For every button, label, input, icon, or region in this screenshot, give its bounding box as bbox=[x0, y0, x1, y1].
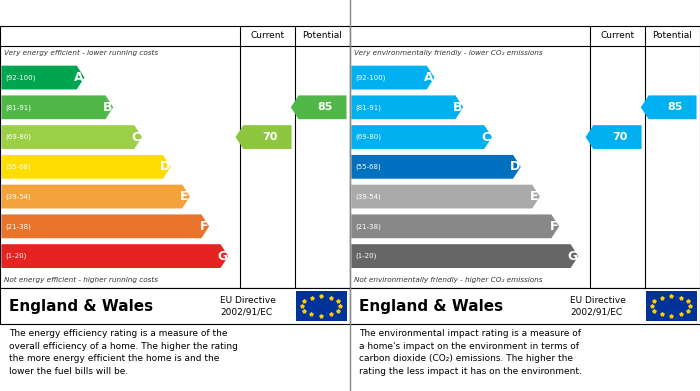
Text: Not energy efficient - higher running costs: Not energy efficient - higher running co… bbox=[4, 276, 158, 283]
FancyBboxPatch shape bbox=[645, 291, 696, 321]
Text: (39-54): (39-54) bbox=[356, 193, 382, 200]
Text: Very energy efficient - lower running costs: Very energy efficient - lower running co… bbox=[4, 50, 158, 56]
Polygon shape bbox=[351, 95, 463, 119]
Polygon shape bbox=[1, 155, 171, 179]
Text: (55-68): (55-68) bbox=[356, 163, 382, 170]
Text: A: A bbox=[424, 71, 433, 84]
Text: (55-68): (55-68) bbox=[6, 163, 32, 170]
Polygon shape bbox=[640, 95, 696, 119]
Text: B: B bbox=[103, 101, 112, 114]
Text: 85: 85 bbox=[668, 102, 683, 112]
Text: (69-80): (69-80) bbox=[356, 134, 382, 140]
Text: (1-20): (1-20) bbox=[6, 253, 27, 259]
Text: (81-91): (81-91) bbox=[356, 104, 382, 111]
Polygon shape bbox=[290, 95, 346, 119]
Text: C: C bbox=[482, 131, 491, 143]
Text: C: C bbox=[132, 131, 141, 143]
Text: (1-20): (1-20) bbox=[356, 253, 377, 259]
Text: D: D bbox=[160, 160, 169, 173]
Polygon shape bbox=[1, 125, 142, 149]
Text: EU Directive
2002/91/EC: EU Directive 2002/91/EC bbox=[570, 296, 626, 316]
Text: Environmental Impact (CO₂) Rating: Environmental Impact (CO₂) Rating bbox=[358, 7, 621, 20]
Polygon shape bbox=[351, 214, 559, 238]
Polygon shape bbox=[1, 214, 209, 238]
Text: F: F bbox=[550, 220, 558, 233]
Polygon shape bbox=[351, 244, 578, 268]
Text: (81-91): (81-91) bbox=[6, 104, 32, 111]
Text: F: F bbox=[199, 220, 208, 233]
Text: England & Wales: England & Wales bbox=[8, 298, 153, 314]
FancyBboxPatch shape bbox=[295, 291, 346, 321]
Text: 70: 70 bbox=[612, 132, 628, 142]
Polygon shape bbox=[1, 95, 113, 119]
Text: The energy efficiency rating is a measure of the
overall efficiency of a home. T: The energy efficiency rating is a measur… bbox=[8, 329, 237, 376]
Polygon shape bbox=[351, 185, 540, 208]
Text: E: E bbox=[531, 190, 539, 203]
Text: D: D bbox=[510, 160, 519, 173]
Text: (92-100): (92-100) bbox=[6, 74, 36, 81]
Text: Energy Efficiency Rating: Energy Efficiency Rating bbox=[8, 7, 192, 20]
Text: (69-80): (69-80) bbox=[6, 134, 32, 140]
Polygon shape bbox=[351, 155, 521, 179]
Polygon shape bbox=[351, 125, 492, 149]
Text: 85: 85 bbox=[318, 102, 333, 112]
Text: G: G bbox=[217, 249, 228, 263]
Text: England & Wales: England & Wales bbox=[358, 298, 503, 314]
Text: (21-38): (21-38) bbox=[6, 223, 32, 230]
Text: (39-54): (39-54) bbox=[6, 193, 32, 200]
Text: (92-100): (92-100) bbox=[356, 74, 386, 81]
Text: G: G bbox=[567, 249, 577, 263]
Polygon shape bbox=[1, 244, 228, 268]
Text: EU Directive
2002/91/EC: EU Directive 2002/91/EC bbox=[220, 296, 276, 316]
Polygon shape bbox=[235, 125, 292, 149]
Text: B: B bbox=[453, 101, 462, 114]
Text: The environmental impact rating is a measure of
a home's impact on the environme: The environmental impact rating is a mea… bbox=[358, 329, 582, 376]
Polygon shape bbox=[1, 66, 85, 90]
Text: Very environmentally friendly - lower CO₂ emissions: Very environmentally friendly - lower CO… bbox=[354, 50, 542, 56]
Polygon shape bbox=[585, 125, 641, 149]
Text: Not environmentally friendly - higher CO₂ emissions: Not environmentally friendly - higher CO… bbox=[354, 276, 542, 283]
Text: Current: Current bbox=[251, 31, 284, 40]
Polygon shape bbox=[1, 185, 190, 208]
Text: Potential: Potential bbox=[302, 31, 342, 40]
Text: Current: Current bbox=[601, 31, 634, 40]
Text: Potential: Potential bbox=[652, 31, 692, 40]
Polygon shape bbox=[351, 66, 435, 90]
Text: (21-38): (21-38) bbox=[356, 223, 382, 230]
Text: 70: 70 bbox=[262, 132, 278, 142]
Text: A: A bbox=[74, 71, 83, 84]
Text: E: E bbox=[181, 190, 189, 203]
